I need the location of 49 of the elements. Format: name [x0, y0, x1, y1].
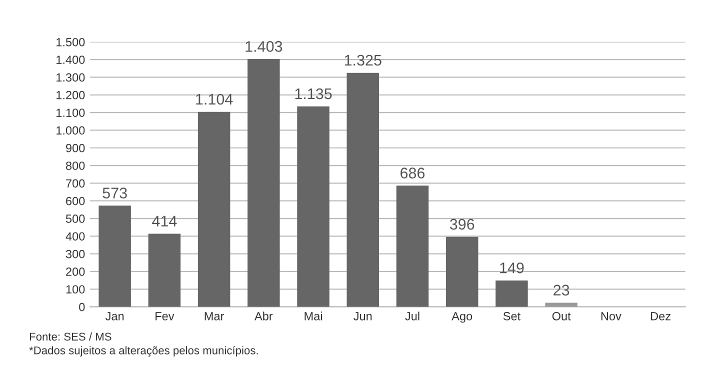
- x-tick-label: Ago: [452, 312, 472, 323]
- x-tick-label: Fev: [156, 312, 174, 320]
- y-tick-label: 1.000: [56, 126, 85, 135]
- y-tick-label: 500: [66, 214, 85, 223]
- bar: [98, 206, 131, 307]
- y-tick-label: 1.400: [56, 56, 85, 64]
- y-tick-label: 0: [79, 302, 85, 312]
- data-label: 414: [152, 216, 177, 226]
- y-tick-label: 1.100: [56, 108, 85, 117]
- data-label: 573: [102, 188, 127, 198]
- source-note: Fonte: SES / MS: [30, 332, 112, 341]
- y-tick-label: 1.200: [56, 90, 85, 100]
- bar: [148, 234, 181, 307]
- data-label: 1.325: [344, 54, 382, 66]
- x-tick-label: Jul: [405, 312, 420, 320]
- x-tick-label: Mai: [304, 312, 322, 320]
- y-tick-label: 300: [66, 250, 85, 258]
- bar: [297, 106, 330, 307]
- x-tick-label: Set: [503, 312, 520, 320]
- bar: [496, 280, 528, 307]
- x-tick-label: Abr: [254, 312, 273, 320]
- y-tick-label: 1.500: [56, 38, 85, 46]
- data-label: 686: [400, 168, 425, 178]
- text: *Dados sujeitos a alterações pelos municípios.: [29, 346, 258, 357]
- x-tick-label: Jan: [105, 312, 124, 320]
- y-tick-label: 600: [66, 196, 85, 206]
- x-tick-label: Dez: [651, 312, 670, 320]
- x-tick-label: Nov: [601, 312, 622, 320]
- data-label: 1.403: [246, 41, 282, 52]
- data-label: 149: [500, 262, 524, 274]
- y-tick-label: 1.300: [56, 73, 85, 82]
- bar: [346, 72, 379, 307]
- data-label: 1.104: [196, 94, 233, 105]
- y-tick-label: 100: [66, 285, 85, 294]
- bar: [198, 112, 230, 307]
- x-tick-label: Jun: [354, 312, 372, 320]
- y-tick-label: 700: [66, 179, 85, 188]
- x-tick-label: Mar: [204, 312, 224, 320]
- data-label: 1.135: [295, 88, 332, 100]
- bar: [446, 236, 478, 307]
- y-tick-label: 200: [66, 268, 85, 276]
- y-tick-label: 900: [66, 144, 85, 152]
- y-tick-label: 800: [66, 162, 85, 170]
- data-label: 23: [554, 284, 570, 296]
- bar: [396, 186, 429, 307]
- bar: [248, 59, 280, 307]
- x-tick-label: Out: [552, 312, 571, 320]
- y-tick-label: 400: [66, 232, 85, 241]
- data-label: 396: [450, 218, 474, 230]
